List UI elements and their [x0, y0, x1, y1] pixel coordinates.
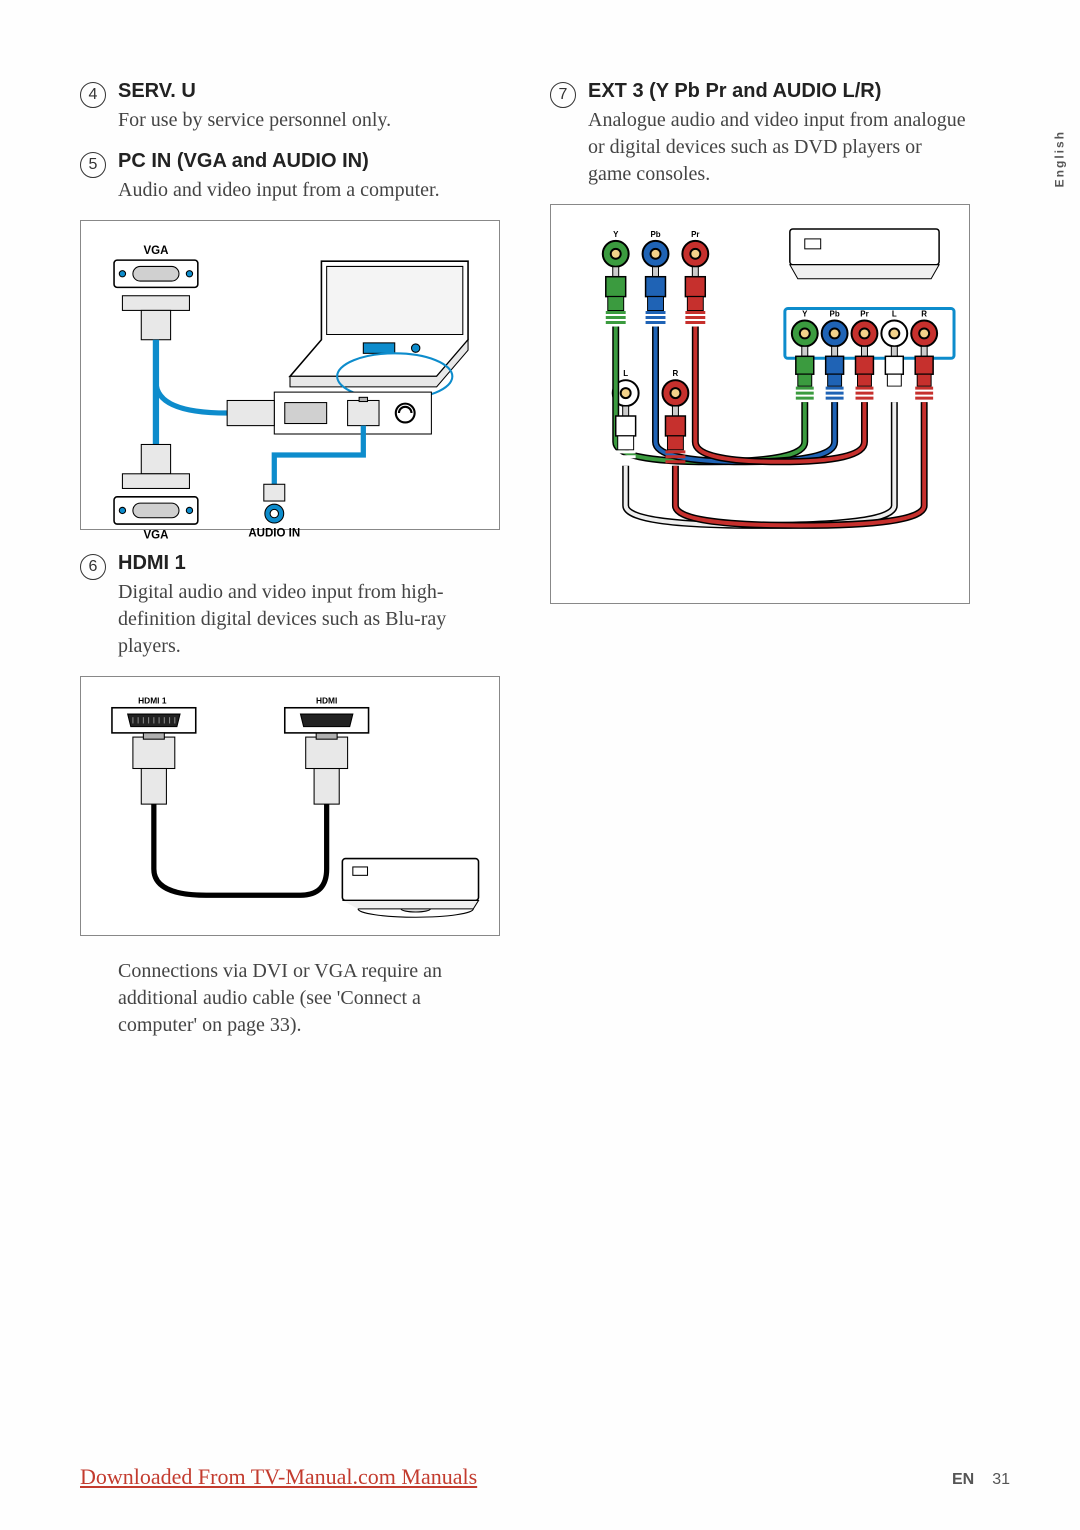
dvd-player-icon — [790, 229, 939, 279]
item-5: 5 PC IN (VGA and AUDIO IN) Audio and vid… — [80, 150, 500, 204]
item-title-serv-u: SERV. U — [118, 80, 500, 103]
svg-text:Pr: Pr — [860, 310, 868, 319]
svg-text:Pb: Pb — [650, 230, 660, 239]
lang-code: EN — [952, 1471, 974, 1488]
laptop-icon — [290, 261, 468, 387]
tv-audio-jacks: LR — [613, 369, 689, 406]
component-diagram: YPbPr LR YPbPrLR — [550, 204, 970, 604]
item-number-4: 4 — [80, 82, 106, 108]
page-footer: Downloaded From TV-Manual.com Manuals EN… — [80, 1464, 1010, 1490]
item-title-hdmi: HDMI 1 — [118, 552, 500, 575]
hdmi-diagram: HDMI 1 HDMI — [80, 676, 500, 936]
audio-in-label: AUDIO IN — [248, 528, 300, 539]
item-desc-serv-u: For use by service personnel only. — [118, 107, 500, 134]
left-column: 4 SERV. U For use by service personnel o… — [80, 80, 500, 1039]
item-desc-pc-in: Audio and video input from a computer. — [118, 177, 500, 204]
item-4: 4 SERV. U For use by service personnel o… — [80, 80, 500, 134]
laptop-ports-zoom — [274, 392, 431, 434]
language-tab: English — [1052, 130, 1066, 187]
bluray-player-icon — [342, 859, 478, 918]
item-desc-ext3: Analogue audio and video input from anal… — [588, 107, 970, 188]
svg-text:Pr: Pr — [691, 230, 699, 239]
component-cables — [616, 326, 924, 525]
svg-text:L: L — [892, 310, 897, 319]
item-number-7: 7 — [550, 82, 576, 108]
vga-label-top: VGA — [143, 245, 169, 257]
svg-text:R: R — [673, 369, 679, 378]
page-no: 31 — [992, 1471, 1010, 1488]
svg-text:Y: Y — [802, 310, 808, 319]
download-link[interactable]: Downloaded From TV-Manual.com Manuals — [80, 1464, 477, 1490]
item-7: 7 EXT 3 (Y Pb Pr and AUDIO L/R) Analogue… — [550, 80, 970, 188]
svg-text:L: L — [623, 369, 628, 378]
page-number: EN 31 — [952, 1471, 1010, 1489]
hdmi-device-label: HDMI — [316, 696, 337, 706]
hdmi-note: Connections via DVI or VGA require an ad… — [118, 958, 488, 1039]
hdmi-diagram-svg: HDMI 1 HDMI — [91, 691, 489, 942]
item-desc-hdmi: Digital audio and video input from high-… — [118, 579, 500, 660]
item-title-pc-in: PC IN (VGA and AUDIO IN) — [118, 150, 500, 173]
page-content: 4 SERV. U For use by service personnel o… — [0, 0, 1080, 1079]
tv-ypbpr-jacks: Y Pb Pr — [603, 230, 708, 267]
item-number-5: 5 — [80, 152, 106, 178]
component-diagram-svg: YPbPr LR YPbPrLR — [561, 219, 959, 597]
vga-diagram-svg: VGA VGA — [91, 235, 489, 539]
right-column: 7 EXT 3 (Y Pb Pr and AUDIO L/R) Analogue… — [550, 80, 970, 1039]
svg-text:Y: Y — [613, 230, 619, 239]
device-jacks: Y Pb Pr L R — [792, 310, 937, 347]
item-6: 6 HDMI 1 Digital audio and video input f… — [80, 552, 500, 660]
svg-text:R: R — [921, 310, 927, 319]
item-title-ext3: EXT 3 (Y Pb Pr and AUDIO L/R) — [588, 80, 970, 103]
item-number-6: 6 — [80, 554, 106, 580]
device-plugs — [796, 346, 933, 398]
vga-diagram: VGA VGA — [80, 220, 500, 530]
vga-label-bottom: VGA — [143, 530, 169, 539]
hdmi-port-label: HDMI 1 — [138, 696, 167, 706]
svg-text:Pb: Pb — [830, 310, 840, 319]
